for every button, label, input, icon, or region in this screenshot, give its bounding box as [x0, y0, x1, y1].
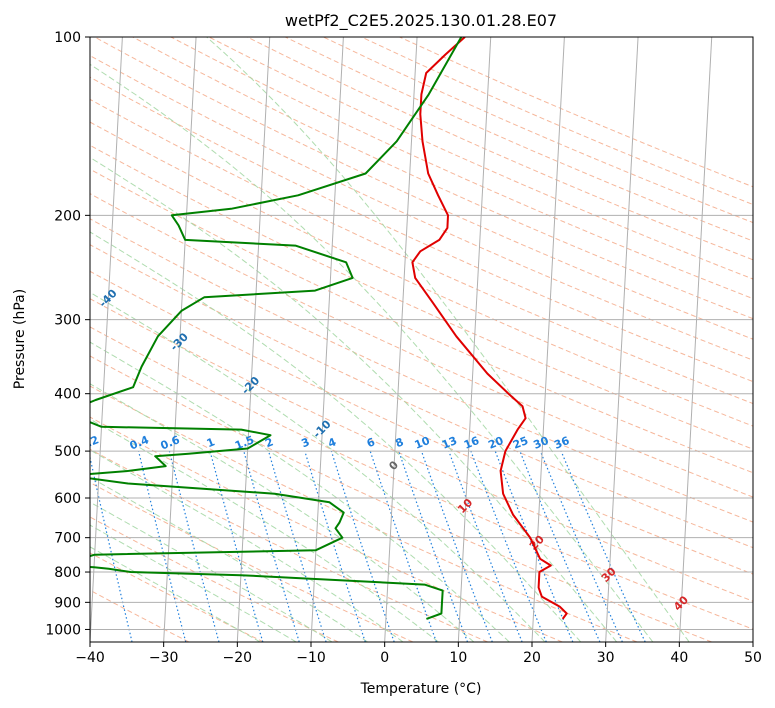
y-tick-label: 300 — [54, 313, 81, 329]
y-tick-label: 400 — [54, 387, 81, 403]
mixing-ratio-line — [268, 450, 327, 642]
moist-adiabat-line — [90, 524, 297, 642]
isotherm-line — [457, 37, 492, 642]
x-axis-label: Temperature (°C) — [360, 681, 482, 697]
mixing-ratio-line — [398, 450, 469, 642]
chart-title: wetPf2_C2E5.2025.130.01.28.E07 — [285, 11, 557, 31]
moist-adiabat-line — [90, 383, 475, 642]
moist-adiabat-line — [90, 341, 510, 642]
mixing-ratio-label: 3 — [300, 435, 312, 450]
plot-frame — [89, 36, 754, 643]
y-tick-label: 600 — [54, 491, 81, 507]
y-tick-label: 200 — [54, 208, 81, 224]
dry-adiabat-line — [94, 37, 753, 340]
mixing-ratio-line — [168, 450, 220, 642]
x-tick-label: 0 — [380, 650, 389, 666]
isotherm-line — [236, 37, 271, 642]
isotherm-line — [90, 37, 123, 642]
isotherm-line — [531, 37, 565, 642]
mixing-ratio-label: 2 — [263, 435, 275, 450]
moist-adiabat-line — [206, 37, 690, 642]
moist-adiabat-line — [90, 449, 404, 642]
moist-adiabat-line — [90, 156, 618, 642]
dry-adiabat-line — [90, 516, 339, 642]
mixing-ratio-label: 8 — [394, 435, 406, 450]
dry-adiabat-line — [90, 121, 753, 427]
y-axis-label: Pressure (hPa) — [12, 289, 28, 389]
mixing-ratio-line — [420, 450, 493, 642]
moist-adiabat-line — [90, 291, 546, 642]
dry-adiabat-line — [90, 244, 753, 549]
x-tick-label: −20 — [223, 650, 253, 666]
y-tick-label: 500 — [54, 444, 81, 460]
mixing-ratio-line — [519, 450, 601, 642]
x-tick-label: 50 — [744, 650, 762, 666]
isotherm-line — [678, 37, 713, 642]
y-axis-ticks: 1000 900 800 700 600 500 400 300 200 100 — [45, 30, 90, 638]
y-tick-label: 1000 — [45, 622, 81, 638]
isotherm-line — [163, 37, 197, 642]
isotherm-line — [605, 37, 639, 642]
y-tick-label: 800 — [54, 565, 81, 581]
mixing-ratio-label: 16 — [462, 434, 481, 452]
y-tick-label: 700 — [54, 531, 81, 547]
dry-adiabat-line — [361, 37, 753, 206]
x-tick-label: 20 — [523, 650, 541, 666]
dry-adiabat-line — [246, 37, 753, 261]
dry-adiabat-line — [90, 270, 753, 575]
x-tick-label: −30 — [149, 650, 179, 666]
moist-adiabats — [90, 37, 690, 642]
dry-adiabat-line — [90, 168, 753, 474]
profile-series — [90, 37, 568, 620]
mixing-ratio-label: 13 — [440, 434, 459, 452]
dry-adiabat-line — [132, 37, 753, 320]
mixing-ratio-line — [470, 450, 547, 642]
dry-adiabat-line — [90, 193, 753, 498]
moist-adiabat-line — [90, 231, 582, 642]
mixing-ratio-line — [243, 450, 300, 642]
dry-adiabat-line — [90, 144, 753, 450]
isotherm-line — [310, 37, 344, 642]
mixing-ratio-label: 10 — [413, 434, 432, 452]
mixing-ratio-line — [209, 450, 264, 642]
x-axis-ticks: −40 −30 −20 −10 0 10 20 30 40 50 — [75, 642, 762, 666]
grid-lines — [90, 37, 753, 642]
mixing-ratio-label: 36 — [552, 434, 571, 452]
mixing-ratio-line — [448, 450, 523, 642]
isotherm-line — [384, 37, 418, 642]
mixing-ratio-label: 20 — [486, 434, 505, 452]
mixing-ratio-line — [494, 450, 574, 642]
y-tick-label: 100 — [54, 30, 81, 46]
mixing-ratio-line — [138, 450, 187, 642]
dry-adiabat-line — [285, 37, 753, 242]
mixing-ratio-label: 30 — [532, 434, 551, 452]
dry-adiabat-line — [170, 37, 753, 300]
mixing-ratio-line — [304, 450, 366, 642]
dry-adiabat-line — [323, 37, 753, 224]
x-tick-label: 10 — [449, 650, 467, 666]
mixing-ratio-line — [539, 450, 623, 642]
x-tick-label: −40 — [75, 650, 105, 666]
mixing-ratio-label: 1 — [205, 435, 217, 450]
x-tick-label: 30 — [597, 650, 615, 666]
x-tick-label: 40 — [670, 650, 688, 666]
x-tick-label: −10 — [296, 650, 326, 666]
mixing-ratio-label: 0.2 — [78, 433, 101, 452]
dry-adiabat-line — [90, 326, 753, 630]
dry-adiabat-line — [90, 98, 753, 405]
mixing-ratio-label: 25 — [511, 434, 530, 452]
moist-adiabat-line — [90, 501, 333, 642]
mixing-ratio-line — [90, 454, 133, 642]
dry-adiabat-line — [90, 76, 753, 383]
dewpoint-profile-line — [90, 37, 463, 620]
temperature-profile-line — [411, 37, 568, 620]
y-tick-label: 900 — [54, 595, 81, 611]
moist-adiabat-line — [90, 546, 261, 642]
